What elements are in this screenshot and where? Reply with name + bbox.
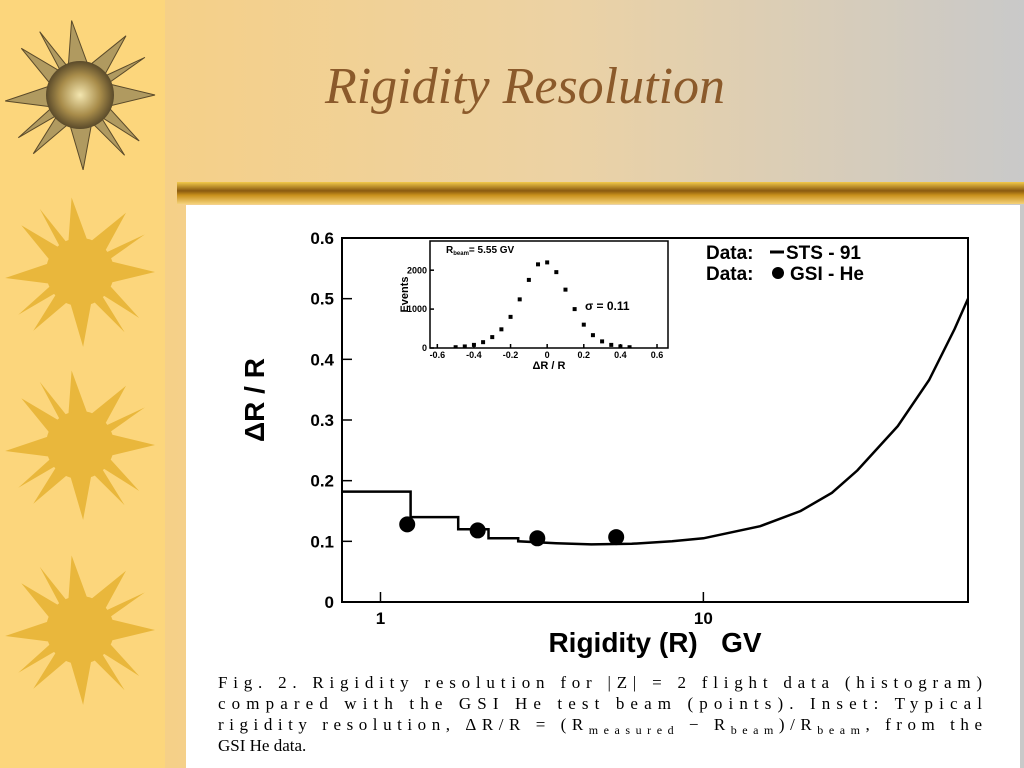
data-point bbox=[563, 287, 568, 292]
data-point bbox=[581, 322, 586, 327]
data-point bbox=[471, 342, 476, 347]
data-point bbox=[572, 307, 577, 312]
data-point bbox=[608, 529, 625, 546]
caption-part: beam bbox=[731, 723, 774, 737]
x-axis-label: Rigidity (R) GV bbox=[548, 627, 761, 658]
decoration bbox=[5, 20, 156, 705]
data-point bbox=[526, 277, 531, 282]
x-axis-label: ΔR / R bbox=[533, 360, 566, 372]
y-tick-label: 0.6 bbox=[310, 229, 334, 248]
y-tick-label: 0.4 bbox=[310, 350, 334, 369]
data-point bbox=[609, 342, 614, 347]
x-tick-label: 0 bbox=[545, 350, 550, 360]
y-axis-label: ΔR / R bbox=[239, 358, 270, 442]
legend-prefix: Data: bbox=[706, 243, 754, 264]
data-point bbox=[469, 522, 486, 539]
annotation: σ = 0.11 bbox=[585, 299, 630, 313]
sun-core bbox=[46, 61, 114, 129]
data-point bbox=[508, 314, 513, 319]
data-point bbox=[453, 345, 458, 348]
plot-frame bbox=[429, 240, 669, 349]
plot-area bbox=[342, 298, 968, 547]
x-tick-label: 1 bbox=[376, 609, 385, 628]
data-point bbox=[554, 270, 559, 275]
y-tick-label: 0.2 bbox=[310, 472, 334, 491]
y-tick-label: 0.1 bbox=[310, 532, 334, 551]
x-tick-label: 10 bbox=[694, 609, 713, 628]
data-point bbox=[545, 260, 550, 265]
divider bbox=[177, 182, 1024, 204]
data-point bbox=[517, 297, 522, 302]
slide-title: Rigidity Resolution bbox=[324, 58, 725, 115]
x-tick-label: -0.6 bbox=[430, 350, 446, 360]
data-point bbox=[590, 333, 595, 338]
data-point bbox=[529, 530, 546, 547]
data-point bbox=[462, 344, 467, 348]
data-point bbox=[481, 340, 486, 345]
data-point bbox=[618, 344, 623, 348]
data-point bbox=[499, 327, 504, 332]
caption-part: beam bbox=[817, 723, 860, 737]
data-point bbox=[536, 262, 541, 267]
data-point bbox=[627, 345, 632, 348]
inset-chart: 0 1000 2000 -0.6 -0.4 -0.2 0 0.2 0.4 0.6 ΔR / R Eve… bbox=[399, 240, 669, 372]
caption-line: GSI He data. bbox=[218, 736, 306, 755]
y-tick-label: 2000 bbox=[407, 265, 427, 275]
sun-core bbox=[46, 411, 114, 479]
annotation-part: beam bbox=[453, 251, 469, 257]
x-tick-label: 0.4 bbox=[614, 350, 627, 360]
annotation: Rbeam= 5.55 GV bbox=[446, 245, 515, 257]
y-tick-label: 1000 bbox=[407, 304, 427, 314]
legend-prefix: Data: bbox=[706, 264, 754, 285]
annotation-part: = 5.55 GV bbox=[469, 245, 515, 256]
legend-label: STS - 91 bbox=[786, 243, 861, 264]
data-point bbox=[490, 335, 495, 340]
x-tick-label: 0.6 bbox=[651, 350, 664, 360]
histogram-line bbox=[342, 298, 968, 546]
data-point bbox=[399, 516, 416, 533]
y-tick-label: 0.5 bbox=[310, 290, 334, 309]
annotation-part: R bbox=[446, 245, 454, 256]
y-axis-label: Events bbox=[399, 276, 411, 312]
legend-label: GSI - He bbox=[790, 264, 864, 285]
data-point bbox=[600, 339, 605, 344]
legend-symbol bbox=[772, 267, 784, 279]
x-tick-label: -0.4 bbox=[466, 350, 482, 360]
y-tick-label: 0 bbox=[422, 343, 427, 353]
sun-core bbox=[46, 238, 114, 306]
y-tick-label: 0.3 bbox=[310, 411, 334, 430]
x-tick-label: -0.2 bbox=[503, 350, 519, 360]
x-tick-label: 0.2 bbox=[578, 350, 591, 360]
plot-area bbox=[453, 260, 632, 348]
y-tick-label: 0 bbox=[325, 593, 334, 612]
sun-core bbox=[46, 596, 114, 664]
